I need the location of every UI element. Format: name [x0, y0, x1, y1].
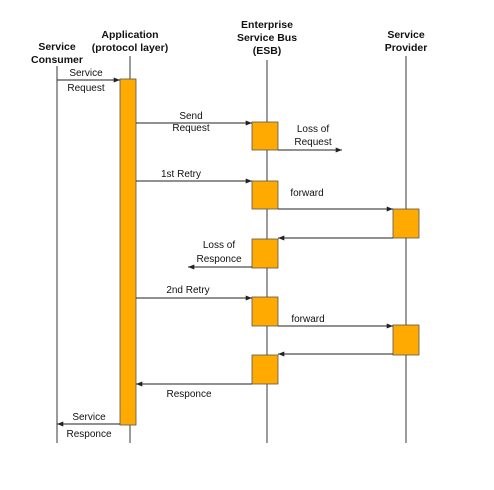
label-second-retry: 2nd Retry: [166, 285, 209, 296]
participant-app-line-2: (protocol layer): [92, 42, 168, 54]
participant-provider-line-1: Service: [387, 29, 425, 41]
participant-esb-line-1: Enterprise: [241, 19, 293, 31]
message-forward-1: forward: [278, 188, 393, 212]
label-loss-of-request-2: Request: [294, 137, 331, 148]
participant-provider-header: Service Provider: [385, 29, 428, 54]
message-second-retry: 2nd Retry: [136, 285, 252, 301]
activation-esb-1: [251, 121, 279, 151]
activation-esb-4: [251, 296, 279, 327]
label-forward-1: forward: [290, 188, 323, 199]
message-loss-of-responce: Loss of Responce: [188, 240, 252, 270]
label-send-request-1: Send: [179, 111, 202, 122]
message-loss-of-request: Loss of Request: [278, 124, 342, 153]
message-service-request: Service Request: [57, 68, 120, 94]
activation-provider-1: [392, 208, 420, 239]
activation-esb-2: [251, 180, 279, 210]
participant-provider-line-2: Provider: [385, 42, 428, 54]
activation-app: [119, 78, 137, 426]
label-send-request-2: Request: [172, 123, 209, 134]
participant-consumer-line-2: Consumer: [31, 54, 83, 66]
participant-app-header: Application (protocol layer): [92, 29, 168, 54]
participant-consumer-line-1: Service: [38, 41, 76, 53]
label-loss-of-responce-1: Loss of: [203, 240, 235, 251]
message-send-request: Send Request: [136, 111, 252, 134]
participant-esb-line-2: Service Bus: [237, 32, 297, 44]
activation-esb-5: [251, 354, 279, 385]
message-service-responce: Service Responce: [57, 412, 120, 440]
participant-esb-line-3: (ESB): [253, 45, 282, 57]
label-first-retry: 1st Retry: [161, 169, 201, 180]
label-loss-of-request-1: Loss of: [297, 124, 329, 135]
message-forward-2: forward: [278, 314, 393, 329]
participant-consumer-header: Service Consumer: [31, 41, 83, 66]
activation-esb-3: [251, 238, 279, 269]
label-service-responce-1: Service: [72, 412, 106, 423]
activation-provider-2: [392, 324, 420, 356]
label-service-request-2: Request: [67, 83, 104, 94]
label-service-request-1: Service: [69, 68, 103, 79]
label-responce: Responce: [166, 389, 211, 400]
label-forward-2: forward: [291, 314, 324, 325]
participant-app-line-1: Application: [101, 29, 158, 41]
message-responce: Responce: [136, 381, 252, 400]
label-service-responce-2: Responce: [66, 429, 111, 440]
label-loss-of-responce-2: Responce: [196, 254, 241, 265]
participant-esb-header: Enterprise Service Bus (ESB): [237, 19, 297, 57]
message-first-retry: 1st Retry: [136, 169, 252, 184]
